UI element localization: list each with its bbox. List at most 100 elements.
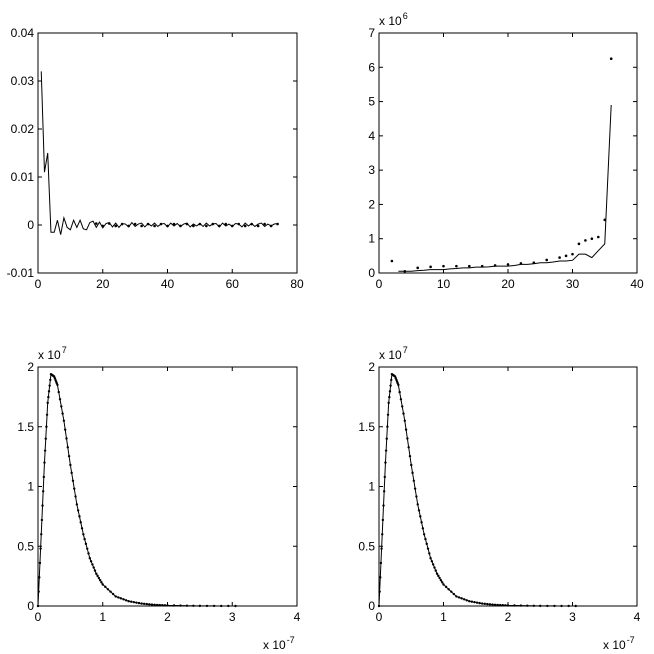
data-point (382, 490, 386, 493)
data-point (107, 222, 111, 225)
data-point (438, 576, 441, 580)
data-point (60, 405, 63, 408)
y-exponent-label: x 107 (38, 345, 67, 362)
data-point (38, 576, 41, 579)
y-tick-label: 0.01 (11, 170, 35, 184)
data-point (590, 237, 594, 241)
x-tick-label: 4 (634, 610, 641, 624)
data-point (388, 395, 391, 399)
data-point (506, 263, 510, 266)
data-point (411, 471, 414, 475)
y-exponent-label: x 106 (379, 11, 408, 28)
data-point (577, 242, 581, 246)
data-point (43, 449, 47, 452)
data-point (390, 259, 394, 263)
data-point (198, 604, 202, 608)
data-point (132, 600, 136, 604)
axes-box (37, 366, 298, 607)
data-point (462, 598, 466, 601)
data-point (426, 547, 430, 550)
data-point (422, 533, 426, 536)
data-point (381, 533, 384, 536)
data-point (481, 602, 484, 605)
data-point (504, 604, 507, 607)
data-point (441, 581, 444, 584)
data-point (101, 224, 105, 228)
data-point (428, 552, 431, 555)
data-point (172, 222, 176, 226)
data-point (519, 262, 523, 265)
data-point (205, 224, 208, 228)
data-point (158, 603, 161, 607)
data-point (98, 578, 102, 582)
data-point (130, 600, 133, 603)
data-point (496, 603, 499, 607)
data-point (114, 595, 117, 598)
data-point (198, 222, 202, 226)
data-point (384, 461, 387, 464)
data-point (455, 264, 458, 268)
data-point (493, 264, 497, 267)
data-point (124, 599, 128, 602)
data-point (397, 383, 400, 387)
data-point (379, 561, 383, 565)
data-point (227, 604, 230, 608)
data-point (452, 592, 456, 596)
data-point (220, 604, 223, 608)
data-point (465, 599, 468, 602)
data-point (460, 597, 463, 600)
data-point (47, 390, 51, 393)
data-point (58, 398, 62, 401)
data-point (389, 384, 392, 387)
data-point (163, 604, 167, 607)
data-point (82, 533, 85, 536)
data-point (145, 602, 148, 606)
data-point (384, 449, 388, 452)
x-tick-label: 0 (35, 277, 42, 291)
y-tick-label: 2 (368, 197, 375, 211)
data-point (62, 419, 66, 422)
data-point (87, 552, 90, 555)
data-point (263, 222, 266, 226)
data-point (148, 603, 151, 606)
data-point (378, 590, 381, 593)
data-point (218, 224, 221, 228)
data-point (401, 405, 404, 408)
data-point (36, 604, 40, 608)
data-point (40, 533, 43, 536)
y-tick-label: 6 (368, 60, 375, 74)
data-point (179, 224, 182, 228)
data-point (546, 604, 549, 608)
x-tick-label: 1 (440, 610, 447, 624)
data-point (127, 224, 130, 228)
data-point (439, 578, 443, 582)
x-tick-label: 60 (226, 277, 240, 291)
data-point (475, 601, 479, 604)
data-point (429, 557, 432, 560)
data-point (65, 437, 68, 440)
data-point (45, 425, 48, 428)
chart-panel-3: 0 1 2 3 4 0 0.5 1 1.5 2 x 107 x 10-7 (17, 345, 300, 652)
data-point (416, 503, 419, 506)
data-point (38, 561, 42, 565)
data-point (383, 475, 387, 479)
data-point (70, 471, 73, 475)
data-point (519, 604, 523, 607)
data-point (109, 590, 112, 593)
chart-panel-4: 0 1 2 3 4 0 0.5 1 1.5 2 x 107 x 10-7 (358, 345, 640, 652)
data-point (92, 566, 95, 569)
data-point (499, 603, 502, 607)
data-point (480, 264, 484, 268)
data-point (95, 572, 98, 575)
data-point (429, 265, 432, 269)
data-point (560, 604, 563, 608)
data-point (250, 222, 253, 226)
data-point (73, 487, 76, 490)
data-point (84, 542, 88, 546)
data-point (385, 437, 388, 440)
data-point (212, 604, 216, 608)
data-point (45, 413, 49, 416)
data-point (415, 495, 418, 498)
data-point (114, 224, 117, 228)
